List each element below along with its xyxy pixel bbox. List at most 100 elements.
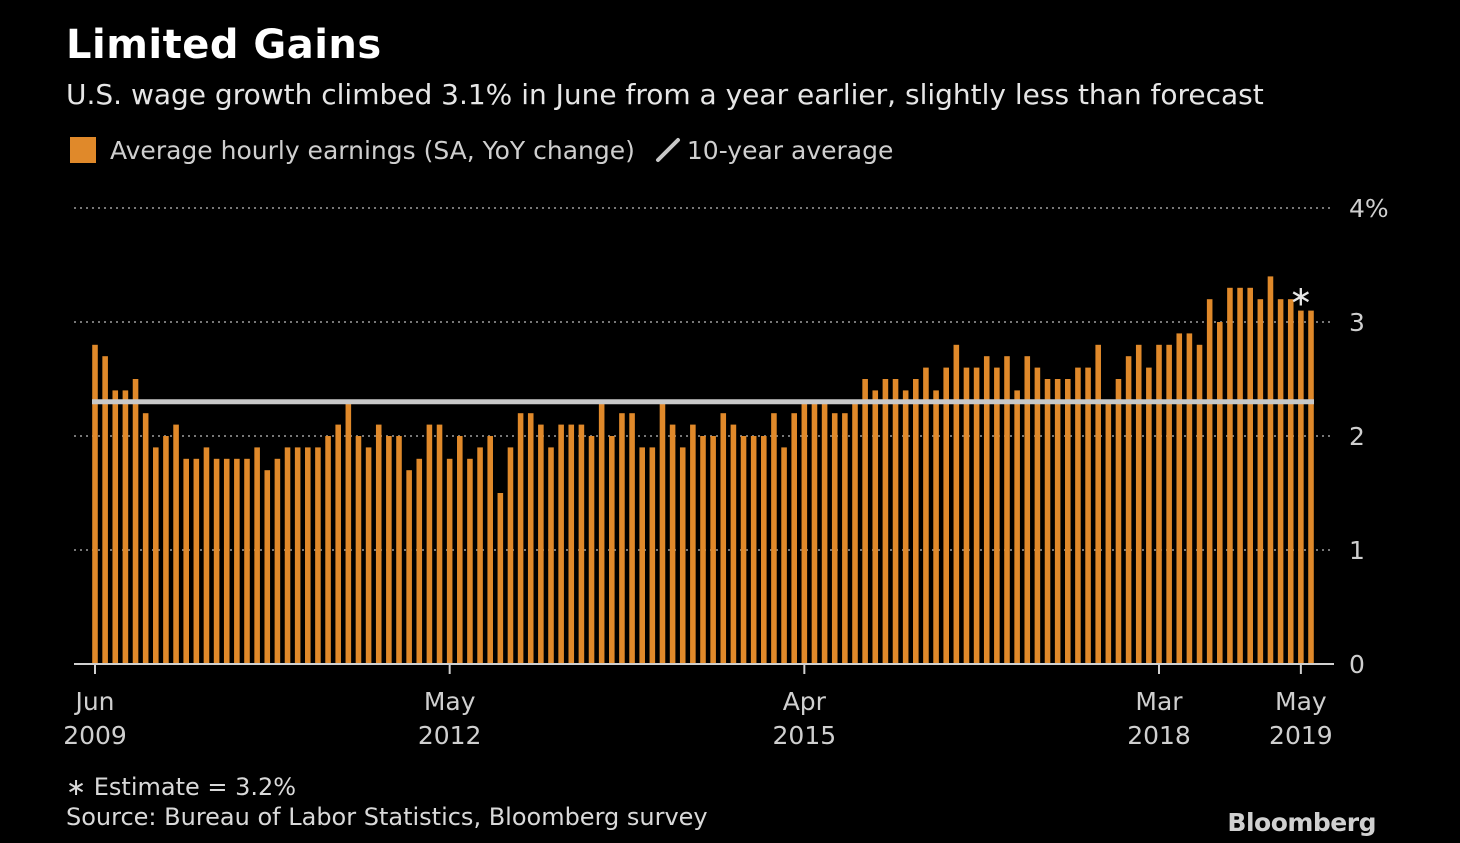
bar (375, 424, 382, 664)
bar (457, 436, 463, 664)
legend-line-icon (655, 138, 680, 162)
legend-line-label: 10-year average (686, 135, 894, 165)
bar (953, 344, 960, 664)
bar (943, 367, 949, 664)
bar (649, 447, 656, 664)
bar (1206, 299, 1213, 664)
bar (406, 470, 412, 664)
bar (1034, 367, 1041, 664)
chart-subtitle: U.S. wage growth climbed 3.1% in June fr… (66, 78, 1264, 111)
legend-bar-swatch (70, 137, 96, 163)
bar (477, 447, 483, 664)
bar (487, 436, 493, 664)
x-tick-label-year: 2018 (1127, 721, 1191, 750)
bar (902, 390, 909, 664)
bar (1287, 299, 1294, 664)
bar (1267, 276, 1274, 664)
bar (264, 470, 271, 664)
bar (305, 447, 311, 664)
y-tick-label: 2 (1349, 422, 1365, 451)
y-tick-label: 4% (1349, 194, 1389, 223)
bar (173, 424, 179, 664)
bar (345, 401, 352, 664)
bar (710, 436, 716, 664)
bar (619, 413, 625, 664)
bar (821, 401, 828, 664)
x-tick-label-month: May (1275, 687, 1327, 716)
bar (781, 447, 787, 664)
bar (913, 379, 919, 664)
y-tick-label: 1 (1349, 536, 1365, 565)
bar (223, 458, 230, 664)
bar (102, 356, 108, 664)
y-tick-label: 0 (1349, 650, 1365, 679)
bar (517, 413, 524, 664)
bar (365, 447, 372, 664)
bar (142, 413, 149, 664)
bar (234, 458, 240, 664)
bar (132, 379, 139, 664)
x-tick-label-year: 2009 (63, 721, 127, 750)
x-tick-label-year: 2015 (773, 721, 837, 750)
bar (568, 424, 575, 664)
bar (659, 401, 666, 664)
bar (1014, 390, 1020, 664)
bar (213, 458, 220, 664)
x-tick-label-month: Mar (1135, 687, 1183, 716)
bar (325, 436, 331, 664)
bar (1085, 367, 1091, 664)
bar (1308, 310, 1314, 664)
bar (761, 436, 767, 664)
bar (274, 458, 281, 664)
bar (244, 458, 250, 664)
bar (994, 367, 1000, 664)
bar (588, 436, 595, 664)
bar (1227, 287, 1233, 664)
bar (436, 424, 443, 664)
bar (1044, 379, 1051, 664)
bar (892, 379, 899, 664)
bar (284, 447, 291, 664)
chart-title: Limited Gains (66, 22, 382, 68)
bar (700, 436, 706, 664)
bar (1065, 379, 1071, 664)
bar (578, 424, 585, 664)
bar (852, 401, 858, 664)
bar (1004, 356, 1010, 664)
bar (609, 436, 615, 664)
bar (973, 367, 980, 664)
bar (1075, 367, 1081, 664)
bar (1298, 310, 1304, 664)
x-tick-label-month: Apr (783, 687, 827, 716)
bar (1125, 356, 1132, 664)
estimate-note: ∗ Estimate = 3.2% (66, 773, 297, 801)
legend: Average hourly earnings (SA, YoY change)… (70, 134, 893, 166)
bar (467, 458, 473, 664)
bar (1156, 344, 1162, 664)
bar (679, 447, 686, 664)
bar (1237, 287, 1243, 664)
bar (203, 447, 210, 664)
bar (294, 447, 301, 664)
bar (396, 436, 402, 664)
bar (720, 413, 727, 664)
legend-bars-label: Average hourly earnings (SA, YoY change) (110, 135, 635, 165)
bar (730, 424, 737, 664)
bar (538, 424, 544, 664)
x-tick-label-year: 2019 (1269, 721, 1333, 750)
bar (1186, 333, 1193, 664)
bar (527, 413, 534, 664)
bar (923, 367, 929, 664)
x-tick-label-month: May (424, 687, 476, 716)
bar (740, 436, 747, 664)
bar (629, 413, 635, 664)
bar (355, 436, 362, 664)
bar (426, 424, 433, 664)
bar (872, 390, 879, 664)
bar (112, 390, 119, 664)
bar (558, 424, 564, 664)
bar (386, 436, 392, 664)
bar (1135, 344, 1142, 664)
bar (1196, 344, 1203, 664)
